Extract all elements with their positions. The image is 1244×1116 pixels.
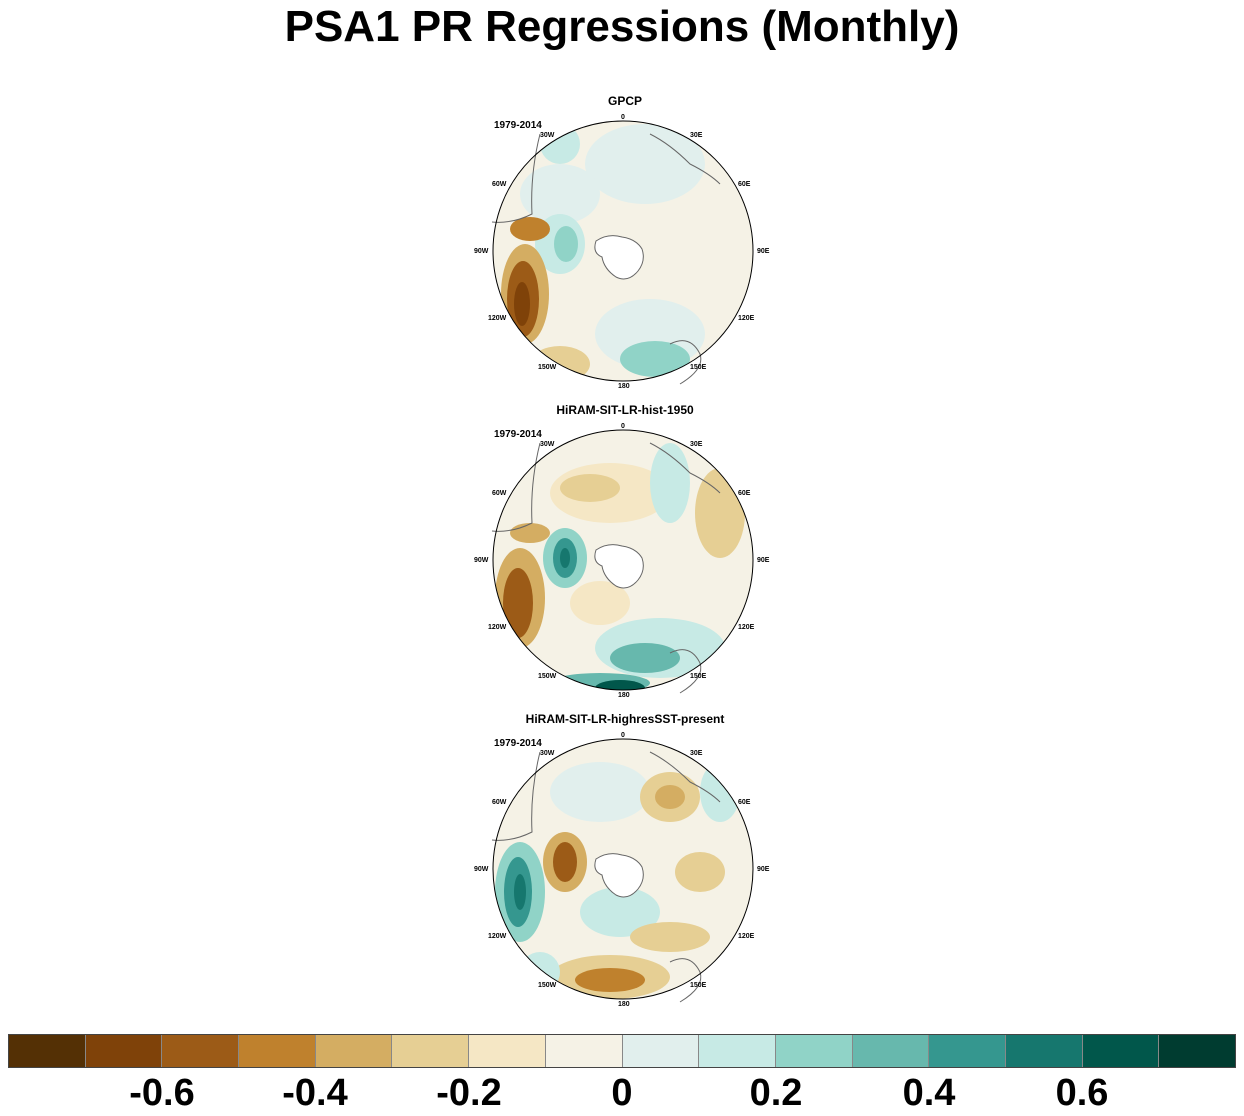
period-label: 1979-2014 xyxy=(494,738,542,749)
lon-label: 30W xyxy=(540,132,555,139)
lon-label: 30E xyxy=(690,132,703,139)
lon-label: 60W xyxy=(492,490,507,497)
lon-label: 150W xyxy=(538,364,557,371)
colorbar-swatch xyxy=(239,1035,316,1067)
lon-label: 150E xyxy=(690,673,707,680)
lon-label: 60E xyxy=(738,799,751,806)
figure-title: PSA1 PR Regressions (Monthly) xyxy=(284,2,960,51)
lon-label: 90E xyxy=(757,866,770,873)
colorbar-tick-label: 0.4 xyxy=(902,1072,956,1114)
lon-label: 30W xyxy=(540,750,555,757)
colorbar-swatch xyxy=(392,1035,470,1067)
polar-map xyxy=(491,429,754,694)
lon-label: 120E xyxy=(738,933,755,940)
colorbar-swatch xyxy=(852,1035,930,1067)
panel-title: GPCP xyxy=(607,94,642,108)
lon-label: 90E xyxy=(757,557,770,564)
colorbar-swatch xyxy=(469,1035,546,1067)
lon-label: 150W xyxy=(538,982,557,989)
lon-label: 30E xyxy=(690,441,703,448)
colorbar-tick-label: 0.2 xyxy=(749,1072,803,1114)
colorbar-swatch xyxy=(315,1035,393,1067)
colorbar-tick-label: -0.2 xyxy=(436,1072,502,1114)
polar-map xyxy=(491,120,754,385)
lon-label: 180 xyxy=(618,692,630,699)
lon-label: 180 xyxy=(618,383,630,390)
lon-label: 60E xyxy=(738,181,751,188)
lon-label: 30E xyxy=(690,750,703,757)
colorbar-tick-label: -0.4 xyxy=(282,1072,348,1114)
panel-title: HiRAM-SIT-LR-hist-1950 xyxy=(556,403,694,417)
colorbar-swatch xyxy=(1159,1035,1235,1067)
lon-label: 90W xyxy=(474,866,489,873)
colorbar xyxy=(8,1034,1236,1068)
colorbar-swatch xyxy=(699,1035,776,1067)
lon-label: 180 xyxy=(618,1001,630,1008)
colorbar-swatch xyxy=(1005,1035,1083,1067)
lon-label: 60E xyxy=(738,490,751,497)
lon-label: 120W xyxy=(488,624,507,631)
map-panel-gpcp: GPCP 1979-2014 0 30E 60E 90E 120E 150E 1… xyxy=(470,94,780,394)
colorbar-swatch xyxy=(162,1035,240,1067)
lon-label: 60W xyxy=(492,181,507,188)
lon-label: 150W xyxy=(538,673,557,680)
colorbar-swatch xyxy=(545,1035,623,1067)
lon-label: 60W xyxy=(492,799,507,806)
lon-label: 0 xyxy=(621,114,625,121)
polar-map xyxy=(491,738,754,1003)
colorbar-swatch xyxy=(622,1035,700,1067)
colorbar-swatch xyxy=(9,1035,86,1067)
map-panel-highressst-present: HiRAM-SIT-LR-highresSST-present 1979-201… xyxy=(470,712,780,1012)
colorbar-swatch xyxy=(929,1035,1006,1067)
colorbar-swatch xyxy=(775,1035,853,1067)
panel-title: HiRAM-SIT-LR-highresSST-present xyxy=(525,712,725,726)
colorbar-tick-label: 0 xyxy=(611,1072,633,1114)
lon-label: 120E xyxy=(738,624,755,631)
colorbar-tick-label: -0.6 xyxy=(129,1072,195,1114)
lon-label: 90E xyxy=(757,248,770,255)
lon-label: 120W xyxy=(488,315,507,322)
lon-label: 90W xyxy=(474,248,489,255)
colorbar-swatch xyxy=(1082,1035,1160,1067)
colorbar-labels: -0.6 -0.4 -0.2 0 0.2 0.4 0.6 xyxy=(0,1072,1244,1116)
colorbar-tick-label: 0.6 xyxy=(1055,1072,1109,1114)
lon-label: 90W xyxy=(474,557,489,564)
lon-label: 0 xyxy=(621,423,625,430)
lon-label: 120E xyxy=(738,315,755,322)
lon-label: 150E xyxy=(690,364,707,371)
period-label: 1979-2014 xyxy=(494,429,542,440)
lon-label: 30W xyxy=(540,441,555,448)
lon-label: 150E xyxy=(690,982,707,989)
map-panel-hist-1950: HiRAM-SIT-LR-hist-1950 1979-2014 0 3 xyxy=(470,403,780,703)
lon-label: 120W xyxy=(488,933,507,940)
colorbar-swatch xyxy=(85,1035,163,1067)
period-label: 1979-2014 xyxy=(494,120,542,131)
lon-label: 0 xyxy=(621,732,625,739)
